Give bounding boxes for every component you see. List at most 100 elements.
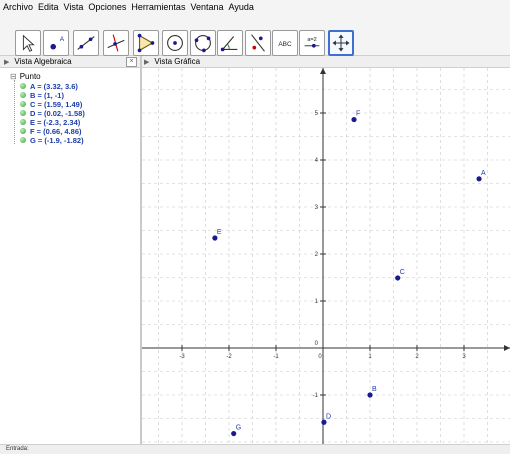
graphics-view[interactable]: -3 -2 -1 0 1 2 3 -1 0 1 2 3 4 5 A B C D E F G [142, 68, 510, 444]
algebra-item-label: B = (1, -1) [30, 91, 64, 100]
circle-tool-icon [167, 35, 183, 51]
toolbar-button-move-tool[interactable] [15, 30, 41, 56]
graphics-view-title: Vista Gráfica [154, 57, 201, 66]
input-bar-label: Entrada: [6, 446, 29, 452]
algebra-group-header[interactable]: ⊟ Punto [10, 72, 41, 81]
y-tick-label: 5 [315, 111, 319, 117]
visibility-toggle-icon[interactable] [20, 92, 26, 98]
x-tick-label: -1 [273, 354, 279, 360]
toolbar-button-angle-tool[interactable] [217, 30, 243, 56]
x-tick-label: 2 [415, 354, 419, 360]
algebra-view-header: ▶ Vista Algebraica × [0, 56, 140, 68]
tool-label: a=2 [307, 37, 316, 43]
toolbar-button-circle-three-points-tool[interactable] [190, 30, 216, 56]
slider-tool-icon: a=2 [304, 37, 320, 48]
angle-tool-icon [220, 36, 238, 52]
point-f[interactable] [351, 116, 357, 123]
x-tick-label: -2 [226, 354, 232, 360]
point-label-a[interactable]: A [481, 170, 486, 177]
point-b[interactable] [367, 392, 373, 398]
menu-item-5[interactable]: Ventana [190, 2, 224, 12]
algebra-item-label: C = (1.59, 1.49) [30, 100, 83, 109]
y-tick-label: -1 [313, 393, 319, 399]
toolbar-button-text-tool[interactable]: ABC [272, 30, 298, 56]
point-g[interactable] [231, 430, 237, 437]
menu-item-4[interactable]: Herramientas [131, 2, 186, 12]
algebra-item[interactable]: F = (0.66, 4.86) [20, 127, 82, 136]
algebra-item[interactable]: G = (-1.9, -1.82) [20, 136, 84, 145]
algebra-item[interactable]: A = (3.32, 3.6) [20, 82, 78, 91]
algebra-item[interactable]: D = (0.02, -1.58) [20, 109, 85, 118]
point-d[interactable] [321, 419, 327, 425]
tool-label: ABC [278, 41, 292, 48]
input-bar[interactable]: Entrada: [0, 444, 510, 454]
collapse-triangle-icon[interactable]: ▶ [4, 58, 10, 66]
graphics-view-header: ▶ Vista Gráfica [140, 56, 510, 68]
y-tick-label: 2 [315, 252, 319, 258]
algebra-item-label: F = (0.66, 4.86) [30, 127, 82, 136]
point-label-c[interactable]: C [400, 269, 405, 276]
point-e[interactable] [212, 235, 218, 241]
perpendicular-tool-icon [107, 34, 125, 52]
menu-item-3[interactable]: Opciones [88, 2, 127, 12]
collapse-triangle-icon[interactable]: ▶ [144, 58, 150, 66]
menu-bar: Archivo Edita Vista Opciones Herramientas Ven… [0, 0, 510, 14]
algebra-item[interactable]: B = (1, -1) [20, 91, 64, 100]
toolbar-button-perpendicular-tool[interactable] [103, 30, 129, 56]
x-tick-label: 0 [318, 354, 322, 360]
circle-three-points-tool-icon [194, 35, 211, 53]
toolbar-button-polygon-tool[interactable] [133, 30, 159, 56]
toolbar-button-line-tool[interactable] [73, 30, 99, 56]
point-tool-icon: A [50, 36, 65, 50]
y-axis-arrow-icon [320, 68, 326, 74]
visibility-toggle-icon[interactable] [20, 101, 26, 107]
menu-item-1[interactable]: Edita [38, 2, 59, 12]
x-tick-label: 1 [368, 354, 372, 360]
view-divider[interactable] [140, 56, 142, 444]
x-tick-label: -3 [179, 354, 185, 360]
visibility-toggle-icon[interactable] [20, 119, 26, 125]
x-axis-arrow-icon [504, 345, 510, 351]
x-tick-label: 3 [462, 354, 466, 360]
text-tool-icon: ABC [278, 41, 292, 48]
toolbar-button-slider-tool[interactable]: a=2 [299, 30, 325, 56]
visibility-toggle-icon[interactable] [20, 137, 26, 143]
tool-label: A [60, 36, 65, 43]
point-label-e[interactable]: E [217, 229, 222, 236]
menu-item-0[interactable]: Archivo [3, 2, 34, 12]
visibility-toggle-icon[interactable] [20, 83, 26, 89]
toolbar-button-point-tool[interactable]: A [43, 30, 69, 56]
point-label-b[interactable]: B [372, 386, 377, 393]
algebra-view: ⊟ Punto A = (3.32, 3.6) B = (1, -1) C = (1.… [0, 68, 140, 444]
menu-item-6[interactable]: Ayuda [228, 2, 254, 12]
visibility-toggle-icon[interactable] [20, 128, 26, 134]
y-tick-label: 1 [315, 299, 319, 305]
toolbar-button-move-graphics-view-tool[interactable] [328, 30, 354, 56]
point-a[interactable] [476, 176, 482, 182]
point-label-d[interactable]: D [326, 413, 331, 420]
algebra-group-label: Punto [19, 72, 41, 81]
algebra-item-label: G = (-1.9, -1.82) [30, 136, 84, 145]
menu-item-2[interactable]: Vista [63, 2, 84, 12]
line-tool-icon [77, 36, 95, 50]
visibility-toggle-icon[interactable] [20, 110, 26, 116]
y-tick-label: 3 [315, 205, 319, 211]
algebra-item[interactable]: E = (-2.3, 2.34) [20, 118, 80, 127]
toolbar-button-reflect-tool[interactable] [245, 30, 271, 56]
toolbar-button-circle-tool[interactable] [162, 30, 188, 56]
close-icon[interactable]: × [126, 57, 137, 67]
y-tick-label: 4 [315, 158, 319, 164]
move-tool-icon [22, 34, 35, 52]
algebra-item[interactable]: C = (1.59, 1.49) [20, 100, 83, 109]
tree-line [14, 80, 16, 144]
collapse-minus-icon[interactable]: ⊟ [10, 72, 17, 81]
reflect-tool-icon [251, 34, 265, 52]
move-graphics-view-tool-icon [332, 34, 350, 52]
algebra-item-label: D = (0.02, -1.58) [30, 109, 85, 118]
point-label-g[interactable]: G [236, 425, 241, 432]
toolbar: A ABC a=2 [0, 14, 510, 56]
algebra-view-title: Vista Algebraica [14, 57, 72, 66]
point-c[interactable] [395, 275, 401, 281]
point-label-f[interactable]: F [356, 111, 360, 118]
y-tick-label: 0 [315, 341, 319, 347]
